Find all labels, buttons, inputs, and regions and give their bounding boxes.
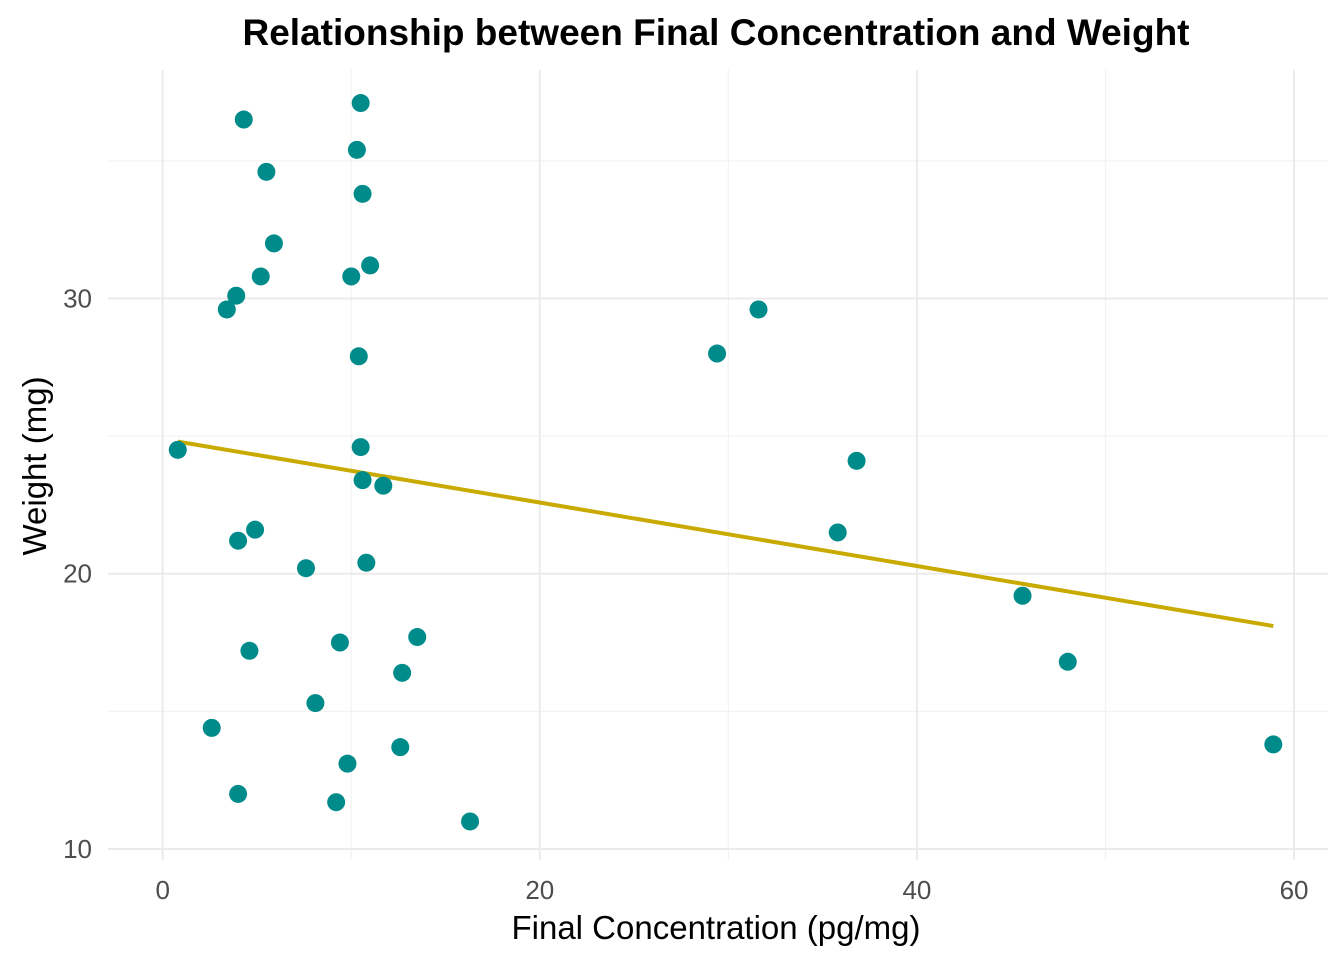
- y-tick-label: 10: [63, 834, 92, 864]
- y-tick-label: 30: [63, 283, 92, 313]
- data-point: [229, 531, 248, 550]
- chart-title: Relationship between Final Concentration…: [243, 12, 1190, 53]
- x-tick-label: 40: [902, 875, 931, 905]
- data-point: [357, 553, 376, 572]
- data-point: [234, 110, 253, 129]
- data-point: [1058, 652, 1077, 671]
- x-tick-label: 0: [155, 875, 169, 905]
- data-point: [296, 559, 315, 578]
- trend-line-layer: [177, 439, 1274, 629]
- data-point: [257, 162, 276, 181]
- data-point: [229, 784, 248, 803]
- data-point: [202, 718, 221, 737]
- data-point: [361, 256, 380, 275]
- data-points: [168, 94, 1283, 831]
- data-point: [338, 754, 357, 773]
- data-point: [408, 628, 427, 647]
- data-point: [1013, 586, 1032, 605]
- data-point: [306, 694, 325, 713]
- data-point: [708, 344, 727, 363]
- data-point: [828, 523, 847, 542]
- grid: [108, 70, 1328, 860]
- data-point: [347, 140, 366, 159]
- data-point: [227, 286, 246, 305]
- data-point: [351, 438, 370, 457]
- data-point: [246, 520, 265, 539]
- data-point: [353, 184, 372, 203]
- data-point: [327, 793, 346, 812]
- data-point: [251, 267, 270, 286]
- x-tick-label: 60: [1280, 875, 1309, 905]
- data-point: [217, 300, 236, 319]
- y-tick-label: 20: [63, 559, 92, 589]
- data-point: [1264, 735, 1283, 754]
- data-point: [330, 633, 349, 652]
- data-point: [353, 471, 372, 490]
- y-axis-title: Weight (mg): [16, 376, 53, 555]
- data-point: [391, 738, 410, 757]
- data-point: [749, 300, 768, 319]
- x-axis-title: Final Concentration (pg/mg): [511, 909, 920, 946]
- data-point: [349, 347, 368, 366]
- data-point: [264, 234, 283, 253]
- data-point: [240, 641, 259, 660]
- data-point: [168, 440, 187, 459]
- data-point: [342, 267, 361, 286]
- data-point: [351, 94, 370, 113]
- axes: 0 20 40 60 10 20 30: [63, 283, 1308, 905]
- data-point: [393, 663, 412, 682]
- x-tick-label: 20: [525, 875, 554, 905]
- data-point: [461, 812, 480, 831]
- trend-line: [177, 439, 1274, 629]
- data-point: [374, 476, 393, 495]
- data-point: [847, 451, 866, 470]
